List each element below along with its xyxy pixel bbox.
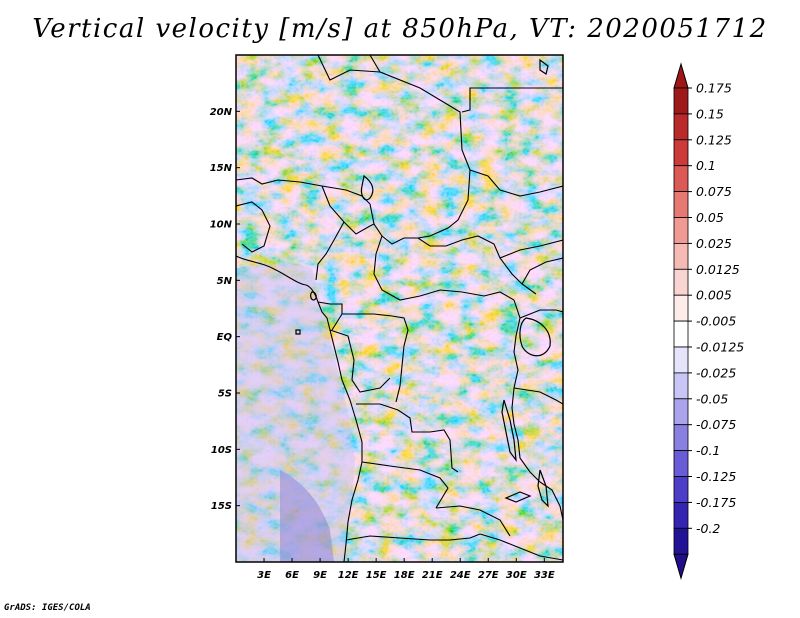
- vertical-velocity-map: 20N 15N 10N 5N EQ 5S 10S 15S 3E 6E 9E 12E 15E 18E 21E…: [210, 54, 564, 581]
- colorbar-swatch: [673, 476, 689, 503]
- colorbar-swatch: [673, 527, 689, 555]
- colorbar-label: -0.075: [696, 417, 736, 432]
- sao-tome-island: [295, 329, 301, 335]
- colorbar-swatch: [673, 424, 689, 452]
- colorbar-label: -0.175: [696, 495, 736, 510]
- colorbar-label: -0.1: [696, 443, 720, 458]
- coastlines-and-borders: [236, 55, 563, 562]
- lat-tick-label: 5N: [217, 276, 233, 287]
- chart-title: Vertical velocity [m/s] at 850hPa, VT: 2…: [32, 14, 768, 44]
- west-africa-coastline: [236, 255, 363, 562]
- colorbar-swatch: [673, 268, 689, 296]
- colorbar-label: 0.025: [696, 236, 732, 251]
- lakes: [295, 58, 551, 508]
- colorbar-label: -0.005: [696, 314, 736, 329]
- lake-tanganyika: [501, 399, 517, 463]
- lon-tick-label: 21E: [422, 570, 443, 581]
- lake-malawi: [537, 469, 549, 508]
- lon-tick-label: 12E: [338, 570, 359, 581]
- colorbar-swatch: [673, 320, 689, 348]
- colorbar-swatch: [673, 372, 689, 400]
- colorbar-label: 0.0125: [696, 262, 740, 277]
- lat-tick-label: 15N: [210, 163, 233, 174]
- strong-descent-region: [280, 470, 334, 562]
- lon-tick-label: 3E: [257, 570, 271, 581]
- lon-tick-label: 9E: [313, 570, 327, 581]
- lon-tick-label: 30E: [506, 570, 527, 581]
- lat-tick-label: 5S: [218, 389, 232, 400]
- lon-tick-label: 15E: [366, 570, 387, 581]
- lat-tick-label: 10N: [210, 220, 233, 231]
- lake-kariba: [504, 491, 532, 503]
- colorbar-legend: 0.175 0.15 0.125 0.1 0.075 0.05 0.025 0.0125 0.0…: [673, 62, 744, 580]
- lon-tick-label: 33E: [534, 570, 555, 581]
- latitude-axis: 20N 15N 10N 5N EQ 5S 10S 15S: [210, 107, 240, 512]
- ocean-region: [236, 263, 355, 562]
- colorbar-label: 0.005: [696, 288, 732, 303]
- lake-chad: [360, 174, 374, 201]
- colorbar-label: -0.05: [696, 391, 728, 406]
- lon-tick-label: 24E: [450, 570, 471, 581]
- lon-tick-label: 6E: [285, 570, 299, 581]
- colorbar-label: 0.1: [696, 158, 716, 173]
- colorbar-label: 0.175: [696, 81, 732, 96]
- colorbar-swatch: [673, 87, 689, 115]
- colorbar-label: -0.125: [696, 469, 736, 484]
- colorbar-swatch: [673, 294, 689, 322]
- colorbar-label: 0.125: [696, 132, 732, 147]
- lon-tick-label: 27E: [478, 570, 499, 581]
- colorbar-label: -0.025: [696, 365, 736, 380]
- lat-tick-label: 10S: [211, 445, 232, 456]
- colorbar-swatch: [673, 346, 689, 374]
- colorbar-label: 0.05: [696, 210, 724, 225]
- colorbar-swatch: [673, 501, 689, 529]
- map-frame: [235, 54, 564, 563]
- colorbar-swatch: [673, 113, 689, 141]
- lon-tick-label: 18E: [394, 570, 415, 581]
- colorbar-swatch: [673, 242, 689, 270]
- colorbar-swatch: [673, 217, 689, 244]
- colorbar-swatch: [673, 191, 689, 218]
- colorbar-label: -0.0125: [696, 340, 744, 355]
- lake-victoria: [519, 317, 551, 357]
- colorbar-top-arrow: [673, 62, 689, 89]
- longitude-axis: 3E 6E 9E 12E 15E 18E 21E 24E 27E 30E 33E: [257, 558, 555, 581]
- lat-tick-label: 15S: [211, 501, 232, 512]
- colorbar-swatch: [673, 165, 689, 192]
- colorbar-label: 0.15: [696, 106, 724, 121]
- bioko-island: [310, 291, 317, 301]
- colorbar-swatch: [673, 450, 689, 477]
- lat-tick-label: EQ: [217, 332, 233, 343]
- colorbar-bottom-arrow: [673, 553, 689, 580]
- colorbar-swatch: [673, 398, 689, 426]
- grads-credit: GrADS: IGES/COLA: [4, 603, 91, 613]
- lat-tick-label: 20N: [210, 107, 233, 118]
- colorbar-label: -0.2: [696, 521, 720, 536]
- colorbar-label: 0.075: [696, 184, 732, 199]
- colorbar-swatch: [673, 139, 689, 167]
